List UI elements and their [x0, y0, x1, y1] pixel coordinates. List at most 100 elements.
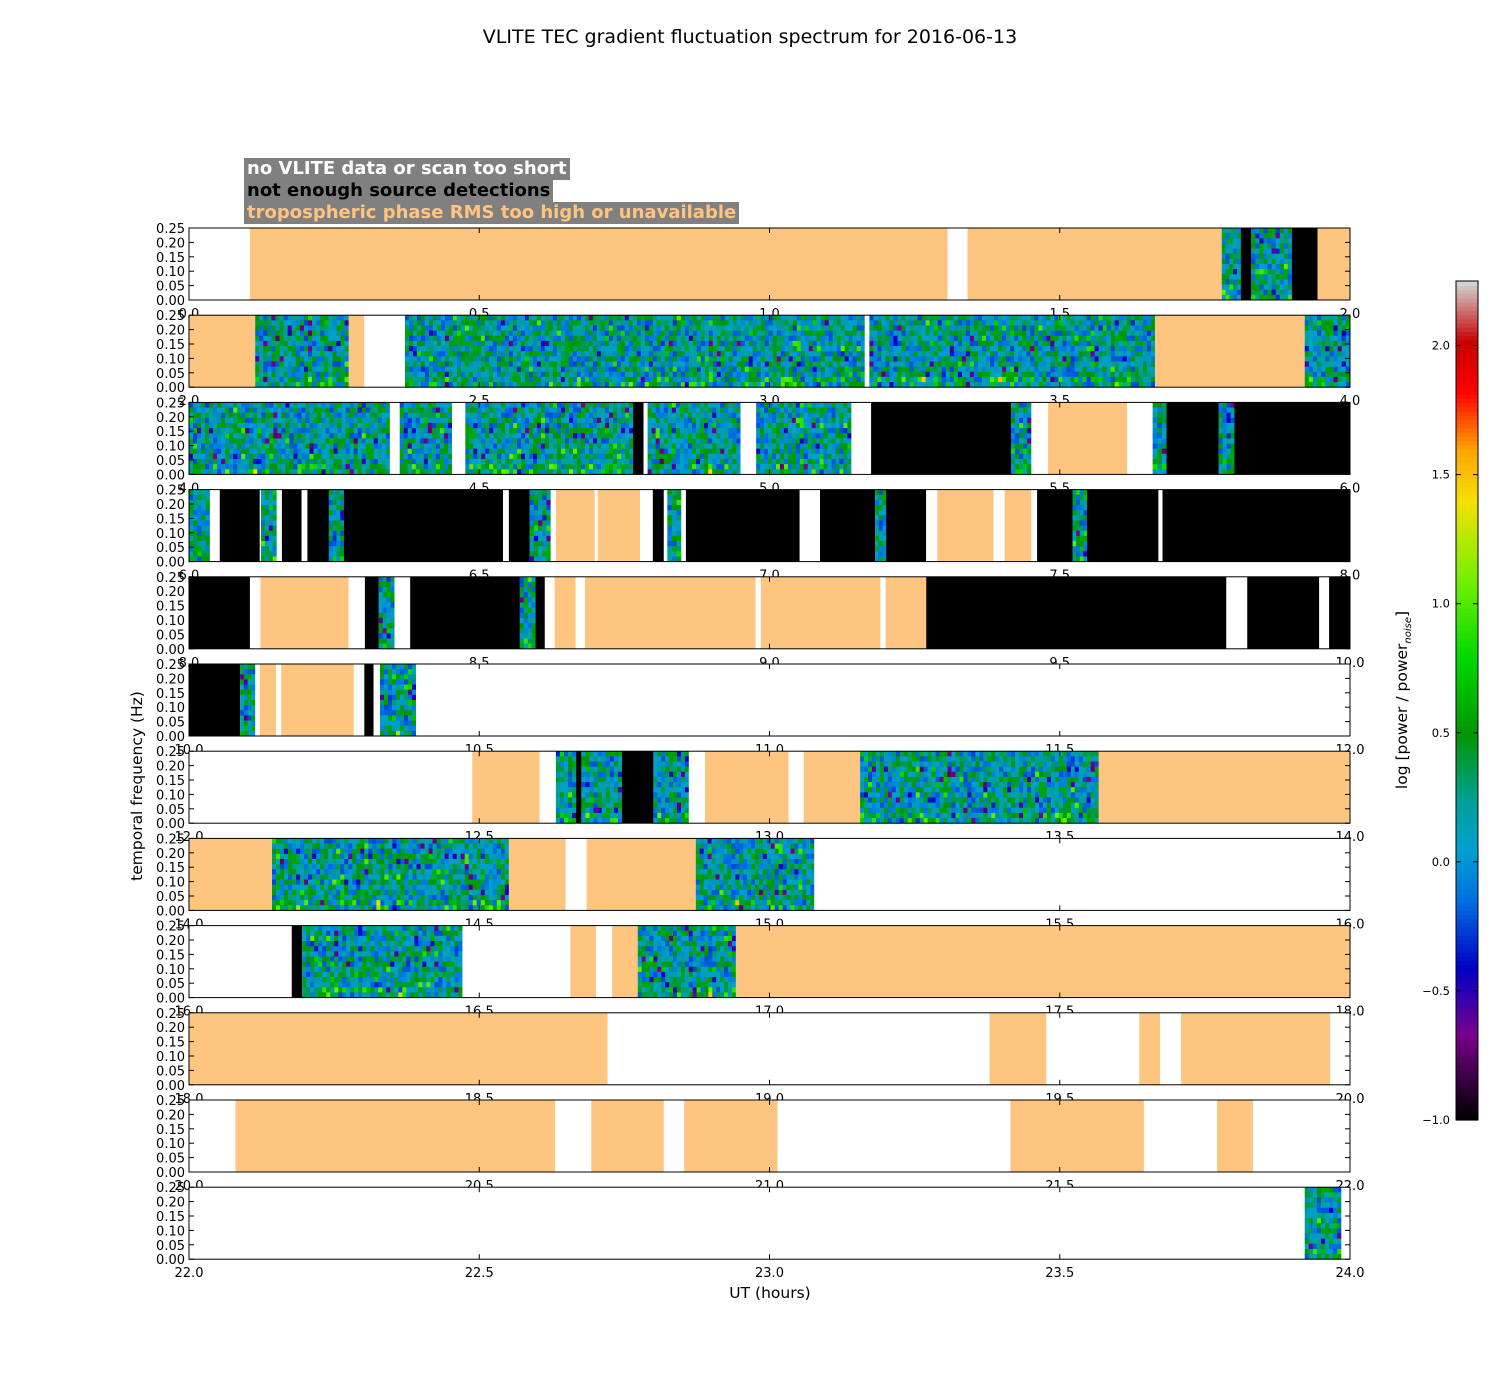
- spectrum-cell: [652, 366, 658, 373]
- spectrum-cell: [540, 356, 546, 362]
- spectrum-cell: [1275, 258, 1281, 265]
- spectrum-cell: [345, 464, 351, 470]
- spectrum-cell: [1010, 330, 1015, 337]
- spectrum-cell: [632, 361, 638, 368]
- spectrum-cell: [1070, 325, 1075, 332]
- spectrum-cell: [529, 438, 534, 444]
- spectrum-cell: [569, 453, 574, 460]
- spectrum-cell: [193, 453, 198, 460]
- spectrum-cell: [369, 464, 375, 470]
- spectrum-cell: [1066, 376, 1071, 383]
- spectrum-cell: [659, 464, 665, 470]
- spectrum-cell: [317, 428, 322, 434]
- spectrum-cell: [1283, 253, 1289, 260]
- spectrum-cell: [517, 433, 522, 439]
- spectrum-cell: [700, 320, 706, 326]
- spectrum-cell: [320, 340, 325, 347]
- spectrum-cell: [752, 330, 758, 337]
- spectrum-cell: [299, 340, 305, 347]
- spectrum-cell: [1304, 335, 1310, 342]
- spectrum-cell: [325, 453, 330, 460]
- spectrum-cell: [312, 315, 317, 321]
- spectrum-cell: [672, 325, 678, 332]
- spectrum-cell: [336, 315, 341, 321]
- spectrum-cell: [1271, 233, 1277, 239]
- spectrum-cell: [957, 376, 963, 383]
- spectrum-cell: [552, 366, 558, 373]
- spectrum-cell: [512, 376, 518, 383]
- spectrum-cell: [716, 335, 722, 342]
- spectrum-cell: [772, 371, 778, 378]
- spectrum-cell: [664, 382, 670, 388]
- spectrum-cell: [556, 351, 562, 357]
- spectrum-cell: [625, 428, 630, 434]
- spectrum-cell: [636, 335, 642, 342]
- spectrum-cell: [344, 356, 350, 362]
- spectrum-cell: [536, 371, 542, 378]
- spectrum-cell: [1098, 315, 1104, 321]
- spectrum-cell: [1287, 258, 1293, 265]
- spectrum-cell: [275, 330, 280, 337]
- spectrum-cell: [621, 438, 626, 444]
- spectrum-cell: [432, 315, 438, 321]
- spectrum-cell: [1255, 289, 1260, 296]
- spectrum-cell: [1010, 340, 1015, 347]
- spectrum-cell: [512, 356, 518, 362]
- spectrum-cell: [604, 382, 610, 388]
- spectrum-cell: [573, 428, 578, 434]
- spectrum-cell: [517, 412, 522, 419]
- spectrum-cell: [1038, 320, 1043, 326]
- spectrum-cell: [508, 320, 514, 326]
- spectrum-cell: [489, 453, 494, 460]
- spectrum-cell: [428, 340, 434, 347]
- spectrum-cell: [1263, 289, 1268, 296]
- spectrum-cell: [573, 407, 578, 414]
- spectrum-cell: [520, 371, 526, 378]
- spectrum-cell: [552, 356, 558, 362]
- spectrum-cell: [609, 438, 614, 444]
- spectrum-cell: [679, 464, 685, 470]
- spectrum-cell: [569, 458, 574, 465]
- spectrum-cell: [945, 346, 951, 352]
- spectrum-cell: [621, 412, 626, 419]
- spectrum-cell: [828, 361, 834, 368]
- spectrum-cell: [628, 346, 634, 352]
- spectrum-cell: [412, 346, 418, 352]
- spectrum-cell: [564, 382, 570, 388]
- spectrum-cell: [929, 346, 935, 352]
- spectrum-cell: [283, 340, 289, 347]
- spectrum-cell: [621, 433, 626, 439]
- spectrum-cell: [357, 412, 363, 419]
- spectrum-cell: [1279, 284, 1285, 291]
- spectrum-cell: [193, 448, 198, 455]
- spectrum-cell: [485, 417, 490, 424]
- spectrum-cell: [675, 407, 681, 414]
- spectrum-cell: [589, 443, 594, 450]
- spectrum-cell: [881, 340, 886, 347]
- spectrum-cell: [589, 428, 594, 434]
- spectrum-cell: [692, 335, 698, 342]
- spectrum-cell: [424, 315, 430, 321]
- spectrum-cell: [265, 448, 270, 455]
- spectrum-cell: [881, 315, 886, 321]
- spectrum-cell: [720, 366, 726, 373]
- spectrum-cell: [480, 315, 486, 321]
- spectrum-cell: [1317, 325, 1322, 332]
- spectrum-cell: [552, 340, 558, 347]
- spectrum-cell: [328, 361, 333, 368]
- spectrum-cell: [581, 469, 586, 475]
- spectrum-cell: [440, 330, 446, 337]
- spectrum-cell: [333, 469, 339, 475]
- spectrum-cell: [616, 356, 622, 362]
- spectrum-cell: [448, 335, 454, 342]
- spectrum-cell: [1034, 361, 1039, 368]
- spectrum-cell: [500, 351, 506, 357]
- spectrum-cell: [472, 382, 478, 388]
- spectrum-cell: [435, 433, 441, 439]
- spectrum-cell: [869, 335, 874, 342]
- spectrum-cell: [255, 320, 260, 326]
- spectrum-cell: [1078, 382, 1083, 388]
- spectrum-cell: [933, 325, 939, 332]
- spectrum-cell: [624, 366, 630, 373]
- spectrum-cell: [1146, 371, 1152, 378]
